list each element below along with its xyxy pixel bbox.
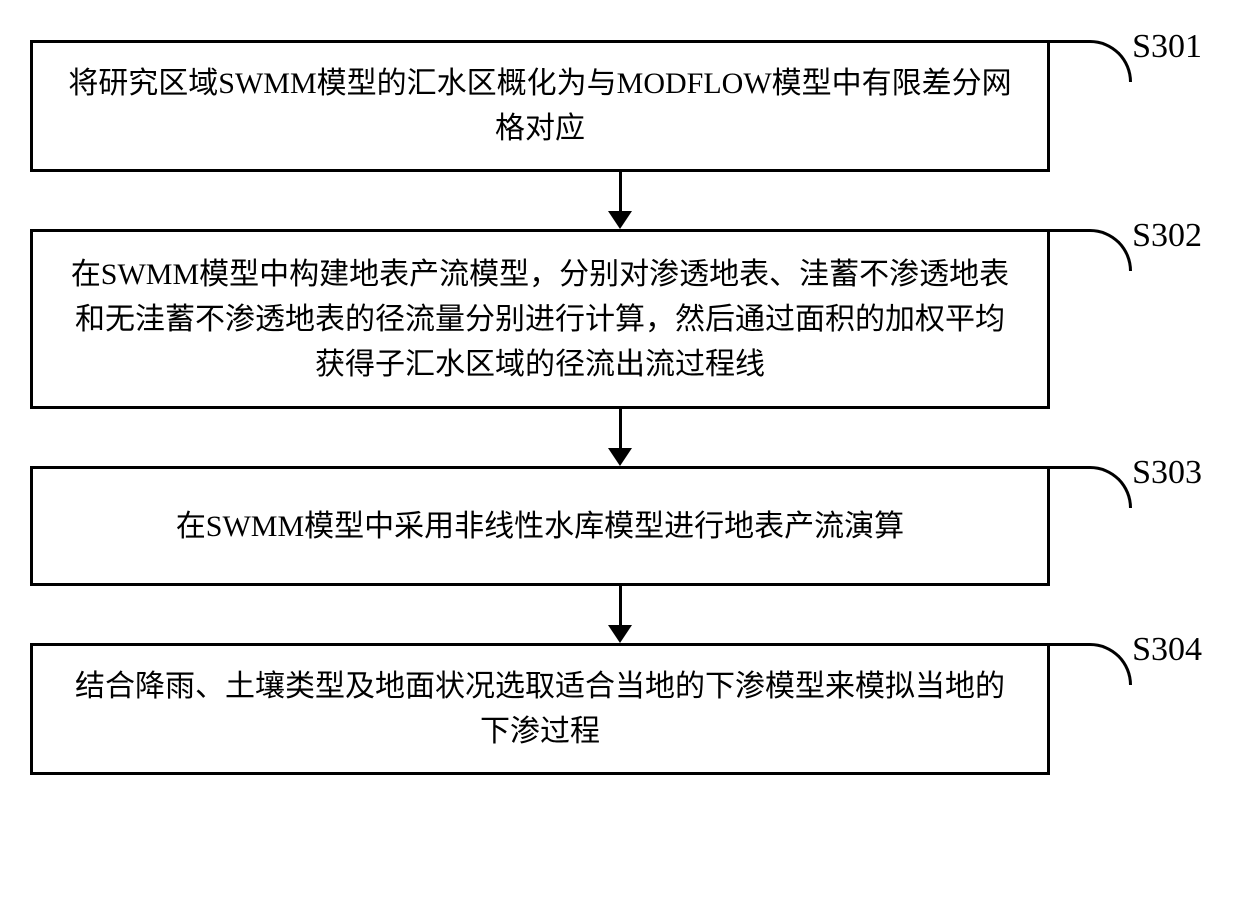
connector-line-s301 <box>1047 40 1132 82</box>
step-label-s304: S304 <box>1132 624 1202 675</box>
arrow-head-3 <box>608 625 632 643</box>
arrow-head-2 <box>608 448 632 466</box>
step-box-s303: S303 在SWMM模型中采用非线性水库模型进行地表产流演算 <box>30 466 1050 586</box>
step-text-s304: 结合降雨、土壤类型及地面状况选取适合当地的下渗模型来模拟当地的下渗过程 <box>63 664 1017 754</box>
step-text-s301: 将研究区域SWMM模型的汇水区概化为与MODFLOW模型中有限差分网格对应 <box>63 61 1017 151</box>
arrow-line-2 <box>619 409 622 449</box>
arrow-line-3 <box>619 586 622 626</box>
step-container-3: S303 在SWMM模型中采用非线性水库模型进行地表产流演算 <box>30 466 1210 586</box>
step-container-1: S301 将研究区域SWMM模型的汇水区概化为与MODFLOW模型中有限差分网格… <box>30 40 1210 172</box>
step-label-s301: S301 <box>1132 21 1202 72</box>
connector-line-s304 <box>1047 643 1132 685</box>
step-text-s302: 在SWMM模型中构建地表产流模型，分别对渗透地表、洼蓄不渗透地表和无洼蓄不渗透地… <box>63 252 1017 387</box>
step-label-s303: S303 <box>1132 447 1202 498</box>
step-text-s303: 在SWMM模型中采用非线性水库模型进行地表产流演算 <box>176 504 904 549</box>
step-label-s302: S302 <box>1132 210 1202 261</box>
step-container-2: S302 在SWMM模型中构建地表产流模型，分别对渗透地表、洼蓄不渗透地表和无洼… <box>30 229 1210 409</box>
flowchart-container: S301 将研究区域SWMM模型的汇水区概化为与MODFLOW模型中有限差分网格… <box>30 40 1210 775</box>
arrow-line-1 <box>619 172 622 212</box>
step-box-s301: S301 将研究区域SWMM模型的汇水区概化为与MODFLOW模型中有限差分网格… <box>30 40 1050 172</box>
step-container-4: S304 结合降雨、土壤类型及地面状况选取适合当地的下渗模型来模拟当地的下渗过程 <box>30 643 1210 775</box>
connector-line-s303 <box>1047 466 1132 508</box>
arrow-head-1 <box>608 211 632 229</box>
arrow-3 <box>608 586 632 643</box>
step-box-s304: S304 结合降雨、土壤类型及地面状况选取适合当地的下渗模型来模拟当地的下渗过程 <box>30 643 1050 775</box>
arrow-2 <box>608 409 632 466</box>
step-box-s302: S302 在SWMM模型中构建地表产流模型，分别对渗透地表、洼蓄不渗透地表和无洼… <box>30 229 1050 409</box>
connector-line-s302 <box>1047 229 1132 271</box>
arrow-1 <box>608 172 632 229</box>
